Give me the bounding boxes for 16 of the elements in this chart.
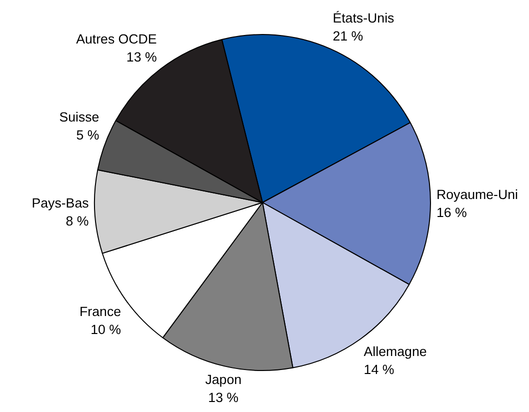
- data-label: 13 %: [208, 390, 239, 406]
- data-label: 21 %: [332, 28, 364, 44]
- data-label: 5 %: [76, 127, 100, 142]
- slice-label: Japon: [205, 372, 242, 388]
- data-label: 16 %: [436, 205, 468, 220]
- slice-label: France: [80, 304, 122, 319]
- data-label: 8 %: [66, 214, 89, 229]
- data-label: 13 %: [126, 49, 157, 64]
- slice-label: États-Unis: [332, 10, 395, 26]
- slice-label: Pays-Bas: [32, 196, 90, 211]
- data-label: 14 %: [364, 362, 394, 377]
- slice-label: Allemagne: [364, 344, 427, 359]
- data-label: 10 %: [90, 322, 122, 337]
- slice-label: Royaume-Uni: [436, 187, 518, 202]
- slice-label: Suisse: [59, 109, 100, 124]
- slice-label: Autres OCDE: [76, 31, 157, 46]
